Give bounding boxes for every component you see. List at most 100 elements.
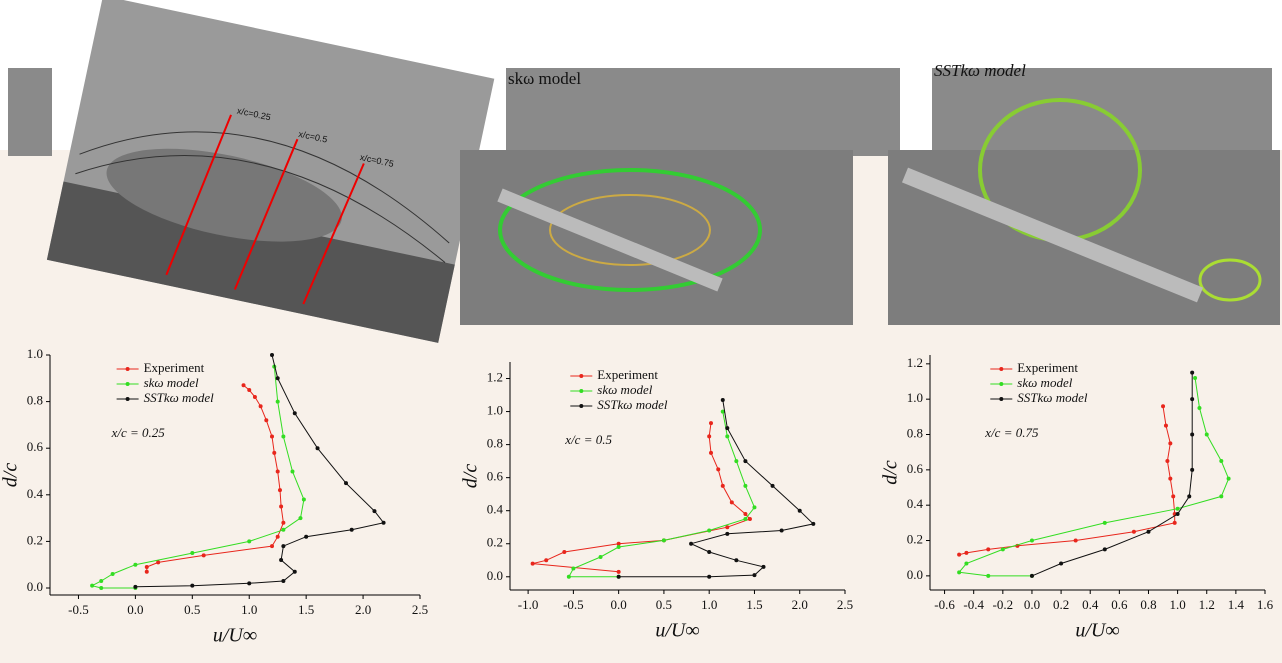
data-point xyxy=(986,547,991,552)
sk-image xyxy=(460,150,853,325)
y-tick-label: 1.2 xyxy=(487,370,503,385)
airfoil xyxy=(901,167,1204,303)
y-axis-label: d/c xyxy=(0,463,22,488)
legend-marker xyxy=(579,374,584,378)
data-point xyxy=(707,528,712,533)
x-tick-label: -0.5 xyxy=(563,597,584,612)
data-point xyxy=(99,579,104,584)
data-point xyxy=(729,500,734,505)
data-point xyxy=(270,353,274,357)
data-point xyxy=(1175,506,1180,511)
x-tick-label: 0.5 xyxy=(656,597,672,612)
data-point xyxy=(1172,520,1177,525)
data-point xyxy=(689,541,694,546)
data-point xyxy=(281,544,286,549)
panel-title: SSTkω model xyxy=(934,61,1026,80)
series-line xyxy=(958,406,1176,556)
streamline xyxy=(75,131,450,263)
chart: -0.6 -0.4 -0.2 0.0 0.2 0.4 0.6 0.8 1.0 1.2 1.4 1.6 0… xyxy=(880,355,1274,642)
data-point xyxy=(770,483,775,488)
image-dark xyxy=(46,181,455,343)
data-point xyxy=(598,554,603,559)
data-point xyxy=(725,531,730,536)
data-point xyxy=(734,558,739,563)
data-point xyxy=(1102,520,1107,525)
probe-line xyxy=(165,114,232,276)
x-tick-label: 0.5 xyxy=(184,602,200,617)
y-tick-label: 0.2 xyxy=(907,532,923,547)
legend-marker xyxy=(579,389,584,393)
data-point xyxy=(99,586,104,591)
data-point xyxy=(616,541,621,546)
legend-marker xyxy=(999,397,1004,401)
data-point xyxy=(344,481,348,486)
experiment-image: x/c=0.25 x/c=0.5 x/c=0.75 xyxy=(46,0,495,343)
data-point xyxy=(292,569,297,574)
data-point xyxy=(1171,494,1176,499)
legend-label: SSTkω model xyxy=(597,397,668,412)
data-point xyxy=(1131,529,1136,534)
data-point xyxy=(270,434,274,439)
legend-label: Experiment xyxy=(597,367,658,382)
data-point xyxy=(241,383,246,388)
x-tick-label: 1.0 xyxy=(701,597,717,612)
data-point xyxy=(720,409,725,414)
y-tick-label: 0.0 xyxy=(27,579,43,594)
data-point xyxy=(277,488,282,493)
data-point xyxy=(1190,397,1195,402)
x-tick-label: -0.2 xyxy=(993,597,1014,612)
data-point xyxy=(156,560,161,565)
data-point xyxy=(247,581,252,586)
data-point xyxy=(1161,404,1166,409)
data-point xyxy=(349,527,354,532)
legend-marker xyxy=(125,382,130,386)
data-point xyxy=(281,520,286,525)
data-point xyxy=(381,520,386,525)
data-point xyxy=(270,544,274,549)
data-point xyxy=(1190,432,1195,437)
x-axis-label: u/U∞ xyxy=(213,625,257,647)
legend-label: Experiment xyxy=(144,360,205,375)
legend-label: SSTkω model xyxy=(1017,390,1088,405)
data-point xyxy=(761,564,766,569)
data-point xyxy=(144,569,149,574)
data-point xyxy=(1197,406,1202,411)
data-point xyxy=(1029,573,1034,578)
x-tick-label: 0.0 xyxy=(127,602,143,617)
x-tick-label: 2.5 xyxy=(412,602,428,617)
data-point xyxy=(279,504,284,509)
data-point xyxy=(144,565,149,570)
data-point xyxy=(1187,494,1192,499)
x-axis-label: u/U∞ xyxy=(1075,620,1119,642)
data-point xyxy=(720,483,725,488)
data-point xyxy=(957,552,962,557)
data-point xyxy=(725,426,730,431)
x-tick-label: -0.6 xyxy=(934,597,955,612)
data-point xyxy=(725,525,730,530)
data-point xyxy=(616,569,621,574)
x-tick-label: 2.5 xyxy=(837,597,853,612)
x-axis-label: u/U∞ xyxy=(655,620,699,642)
data-point xyxy=(264,418,269,423)
y-tick-label: 0.0 xyxy=(907,567,923,582)
x-tick-label: 1.5 xyxy=(298,602,314,617)
legend-label: SSTkω model xyxy=(144,390,215,405)
data-point xyxy=(1190,467,1195,472)
series-line xyxy=(1031,372,1193,577)
data-point xyxy=(1204,432,1209,437)
legend-marker xyxy=(999,382,1004,386)
chart: -1.0 -0.5 0.0 0.5 1.0 1.5 2.0 2.5 0.0 0.2 0.4 0.6 0.… xyxy=(460,362,853,642)
y-tick-label: 0.0 xyxy=(487,568,503,583)
data-point xyxy=(110,572,115,577)
y-tick-label: 0.2 xyxy=(27,532,43,547)
data-point xyxy=(275,469,280,474)
data-point xyxy=(964,550,969,555)
y-axis-label: d/c xyxy=(460,464,482,489)
data-point xyxy=(752,505,757,510)
x-tick-label: 0.0 xyxy=(611,597,627,612)
vortex xyxy=(1198,258,1262,302)
data-point xyxy=(275,534,280,539)
x-tick-label: 1.6 xyxy=(1257,597,1274,612)
legend-label: skω model xyxy=(1017,375,1072,390)
